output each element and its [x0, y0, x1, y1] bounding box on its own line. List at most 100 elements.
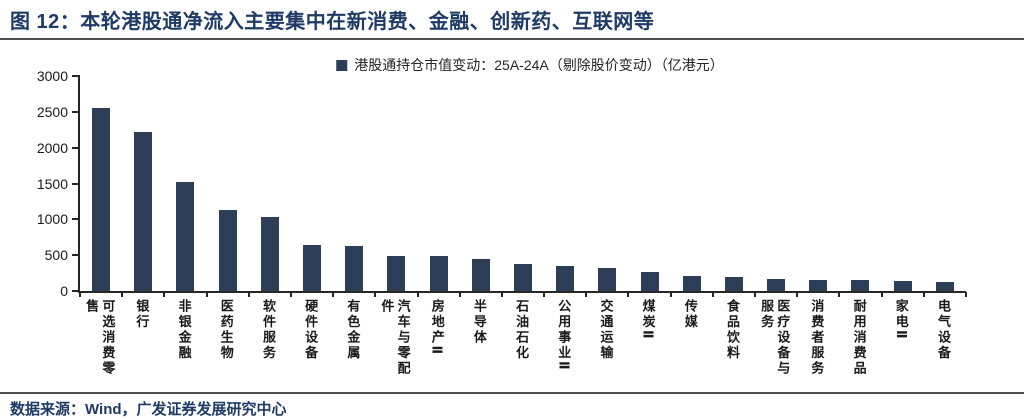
legend-swatch-icon	[336, 59, 348, 71]
bar-slot	[502, 264, 544, 291]
x-label-电气设备: 电气设备	[935, 299, 951, 361]
x-label-汽车与零配件: 汽车与零配件	[379, 299, 411, 377]
bar-医药生物	[218, 210, 237, 291]
x-label-半导体: 半导体	[471, 299, 487, 346]
roman-numeral-2: Ⅱ	[893, 330, 909, 342]
bar-slot	[80, 108, 122, 291]
x-label-slot: 医药生物	[205, 299, 247, 379]
x-tick	[669, 292, 672, 297]
bar-slot	[797, 280, 839, 291]
bar-非银金融	[176, 182, 195, 291]
x-label-耐用消费品: 耐用消费品	[851, 299, 867, 377]
x-tick	[543, 292, 546, 297]
x-label-slot: 半导体	[458, 299, 500, 379]
x-tick	[79, 292, 81, 297]
bar-电气设备	[935, 282, 954, 291]
x-label-家电Ⅱ: 家电Ⅱ	[893, 299, 909, 342]
x-label-传媒: 传媒	[682, 299, 698, 330]
x-label-公用事业Ⅱ: 公用事业Ⅱ	[556, 299, 572, 373]
x-label-slot: 非银金融	[162, 299, 204, 379]
bar-slot	[418, 256, 460, 291]
figure-title: 图 12：本轮港股通净流入主要集中在新消费、金融、创新药、互联网等	[10, 11, 655, 33]
bar-slot	[207, 210, 249, 291]
bar-slot	[586, 268, 628, 291]
roman-numeral-2: Ⅱ	[429, 345, 445, 357]
x-label-slot: 煤炭Ⅱ	[626, 299, 668, 379]
source-divider	[0, 392, 1024, 394]
bar-耐用消费品	[851, 280, 870, 291]
x-label-slot: 家电Ⅱ	[880, 299, 922, 379]
x-label-slot: 传媒	[669, 299, 711, 379]
y-tick	[72, 290, 80, 292]
bar-slot	[375, 256, 417, 291]
bar-公用事业Ⅱ	[556, 266, 575, 291]
x-tick	[247, 292, 250, 297]
y-tick-label: 1000	[36, 211, 68, 228]
bar-有色金属	[345, 246, 364, 291]
x-label-银行: 银行	[134, 299, 150, 330]
x-tick	[374, 292, 377, 297]
x-label-slot: 石油石化	[500, 299, 542, 379]
x-tick	[121, 292, 124, 297]
x-tick	[922, 292, 925, 297]
source-note: 数据来源：Wind，广发证券发展研究中心	[10, 401, 287, 418]
bar-软件服务	[260, 217, 279, 291]
bar-石油石化	[513, 264, 532, 291]
bar-slot	[628, 272, 670, 291]
x-label-slot: 软件服务	[247, 299, 289, 379]
roman-numeral-2: Ⅱ	[640, 330, 656, 342]
bar-slot	[839, 280, 881, 291]
x-tick	[627, 292, 630, 297]
bar-家电Ⅱ	[893, 281, 912, 291]
bar-传媒	[682, 276, 701, 291]
x-label-slot: 医疗设备与服务	[753, 299, 795, 379]
x-tick	[796, 292, 799, 297]
legend-label: 港股通持仓市值变动：25A-24A（剔除股价变动）（亿港元）	[354, 57, 724, 73]
y-tick	[72, 218, 80, 221]
bar-slot	[671, 276, 713, 291]
x-label-房地产Ⅱ: 房地产Ⅱ	[429, 299, 445, 357]
x-label-slot: 可选消费零售	[78, 299, 120, 379]
y-tick-label: 1500	[36, 175, 68, 192]
x-tick	[754, 292, 757, 297]
x-label-煤炭Ⅱ: 煤炭Ⅱ	[640, 299, 656, 342]
y-tick	[72, 146, 80, 149]
x-tick	[965, 292, 967, 297]
bar-slot	[924, 282, 966, 291]
x-tick	[838, 292, 841, 297]
x-label-slot: 交通运输	[584, 299, 626, 379]
bar-slot	[882, 281, 924, 291]
x-label-非银金融: 非银金融	[176, 299, 192, 361]
x-label-slot: 公用事业Ⅱ	[542, 299, 584, 379]
x-label-医疗设备与服务: 医疗设备与服务	[759, 299, 791, 377]
x-label-slot: 电气设备	[922, 299, 964, 379]
x-tick	[880, 292, 883, 297]
chart-legend: 港股通持仓市值变动：25A-24A（剔除股价变动）（亿港元）	[336, 55, 724, 75]
bars-container	[80, 76, 966, 291]
x-label-slot: 汽车与零配件	[373, 299, 415, 379]
x-tick	[205, 292, 208, 297]
bar-slot	[755, 279, 797, 291]
bar-医疗设备与服务	[767, 279, 786, 291]
x-label-slot: 食品饮料	[711, 299, 753, 379]
bar-slot	[291, 245, 333, 291]
x-label-食品饮料: 食品饮料	[725, 299, 741, 361]
bar-交通运输	[598, 268, 617, 291]
x-label-石油石化: 石油石化	[514, 299, 530, 361]
bar-煤炭Ⅱ	[640, 272, 659, 291]
bar-slot	[164, 182, 206, 291]
plot-area: 0 500 1000 1500 2000 2500 3000	[37, 68, 967, 299]
x-label-slot: 硬件设备	[289, 299, 331, 379]
bar-半导体	[471, 259, 490, 291]
x-label-医药生物: 医药生物	[218, 299, 234, 361]
title-divider	[0, 38, 1024, 40]
x-axis-ticks	[79, 291, 967, 297]
x-axis-labels: 可选消费零售 银行 非银金融 医药生物 软件服务 硬件设备 有色金属 汽车与零配件 房地产Ⅱ 半导…	[78, 299, 964, 379]
y-tick	[72, 182, 80, 185]
y-tick-label: 2000	[36, 139, 68, 156]
x-label-可选消费零售: 可选消费零售	[84, 299, 116, 377]
bar-汽车与零配件	[387, 256, 406, 291]
x-label-有色金属: 有色金属	[345, 299, 361, 361]
x-label-slot: 房地产Ⅱ	[416, 299, 458, 379]
